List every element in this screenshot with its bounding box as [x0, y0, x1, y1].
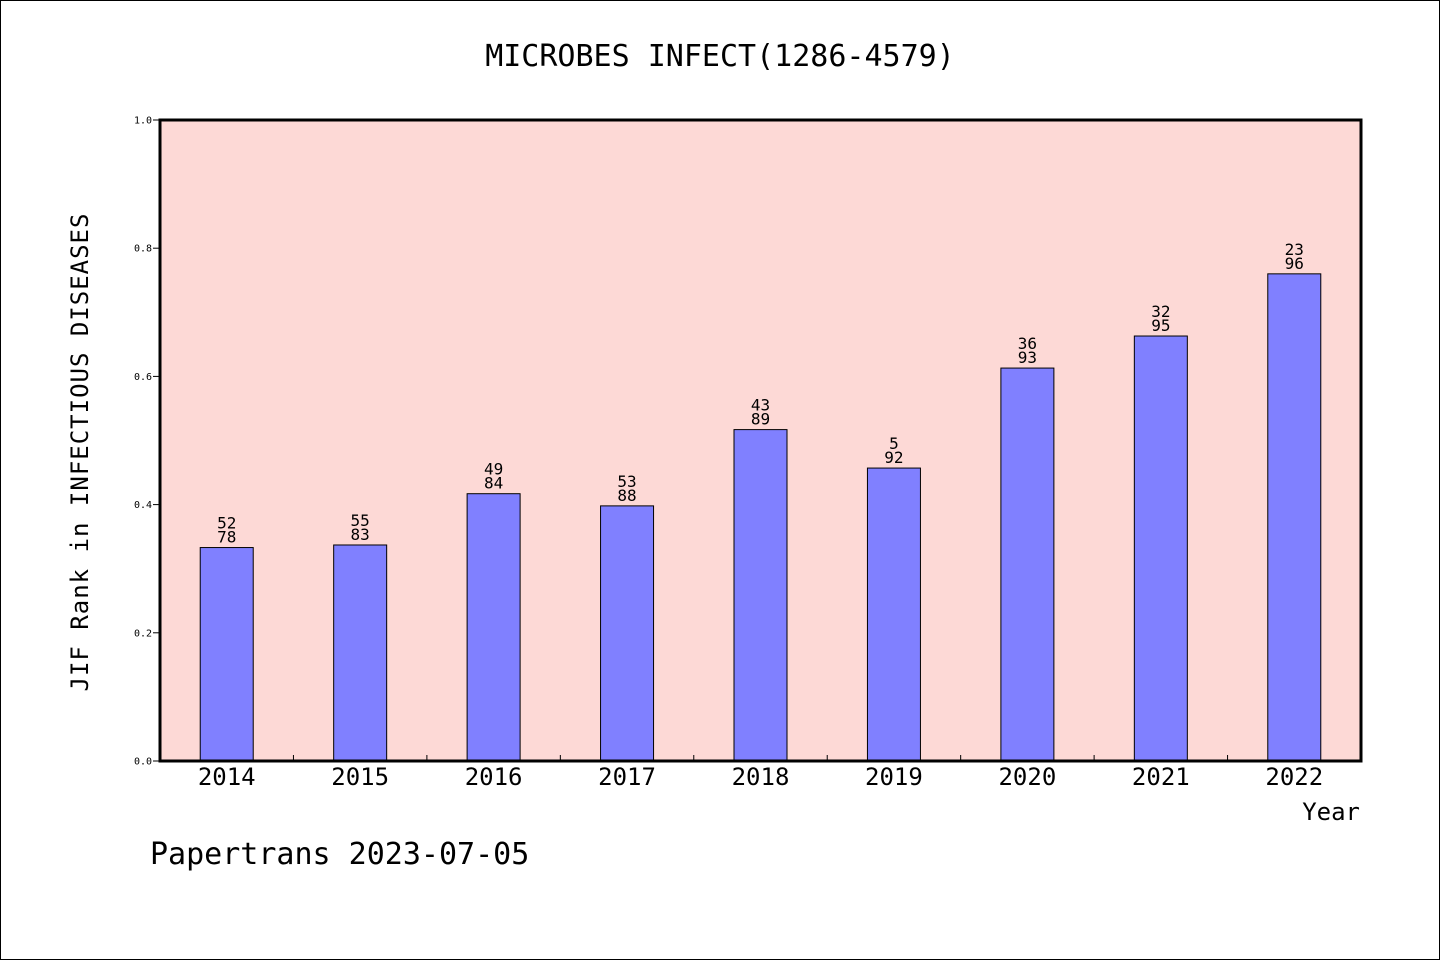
y-tick-label: 0.4 — [134, 500, 152, 511]
x-tick-label: 2017 — [598, 763, 656, 791]
x-tick-label: 2018 — [732, 763, 790, 791]
bar-label-total: 84 — [484, 474, 503, 493]
bar-label-rank: 36 — [1018, 334, 1037, 353]
bar-label-total: 88 — [617, 486, 636, 505]
y-axis-ticks: 0.0 0.2 0.4 0.6 0.8 1.0 — [134, 116, 160, 768]
y-tick-label: 0.6 — [134, 372, 152, 383]
bar-2015 — [333, 544, 388, 762]
x-tick-label: 2016 — [465, 763, 523, 791]
bar-label-total: 96 — [1285, 254, 1304, 273]
x-axis-ticks: 2014 2015 2016 2017 2018 2019 2020 2021 2022 — [198, 755, 1323, 791]
bar-label-total: 92 — [884, 448, 903, 467]
bar-2017 — [600, 505, 655, 762]
bar-2014 — [199, 547, 254, 762]
bar-2018 — [733, 429, 788, 762]
x-tick-label: 2015 — [331, 763, 389, 791]
x-axis-label: Year — [1302, 798, 1360, 826]
bars-group — [199, 273, 1322, 762]
bar-2022 — [1267, 273, 1322, 762]
x-tick-label: 2019 — [865, 763, 923, 791]
bar-label-total: 83 — [351, 525, 370, 544]
bar-label-rank: 49 — [484, 460, 503, 479]
x-tick-label: 2014 — [198, 763, 256, 791]
bar-2021 — [1133, 335, 1188, 762]
bar-label-rank: 23 — [1285, 240, 1304, 259]
bar-label-total: 89 — [751, 410, 770, 429]
x-tick-label: 2022 — [1265, 763, 1323, 791]
plot-border — [158, 118, 1363, 763]
bar-label-rank: 43 — [751, 396, 770, 415]
y-axis-label: JIF Rank in INFECTIOUS DISEASES — [66, 213, 94, 692]
bar-label-rank: 32 — [1151, 302, 1170, 321]
chart-title: MICROBES INFECT(1286-4579) — [485, 39, 955, 74]
x-tick-label: 2021 — [1132, 763, 1190, 791]
bar-label-rank: 55 — [351, 511, 370, 530]
bar-2016 — [466, 493, 521, 762]
y-tick-label: 1.0 — [134, 116, 152, 127]
y-tick-label: 0.0 — [134, 757, 152, 768]
bar-label-rank: 52 — [217, 514, 236, 533]
y-tick-label: 0.2 — [134, 628, 152, 639]
x-tick-label: 2020 — [998, 763, 1056, 791]
bar-label-total: 95 — [1151, 316, 1170, 335]
bar-label-total: 78 — [217, 528, 236, 547]
bar-label-rank: 5 — [889, 434, 899, 453]
y-tick-label: 0.8 — [134, 244, 152, 255]
bar-label-rank: 53 — [617, 472, 636, 491]
bar-label-total: 93 — [1018, 348, 1037, 367]
footer-credit: Papertrans 2023-07-05 — [150, 837, 529, 872]
bar-2020 — [1000, 367, 1055, 762]
bar-2019 — [866, 467, 921, 762]
